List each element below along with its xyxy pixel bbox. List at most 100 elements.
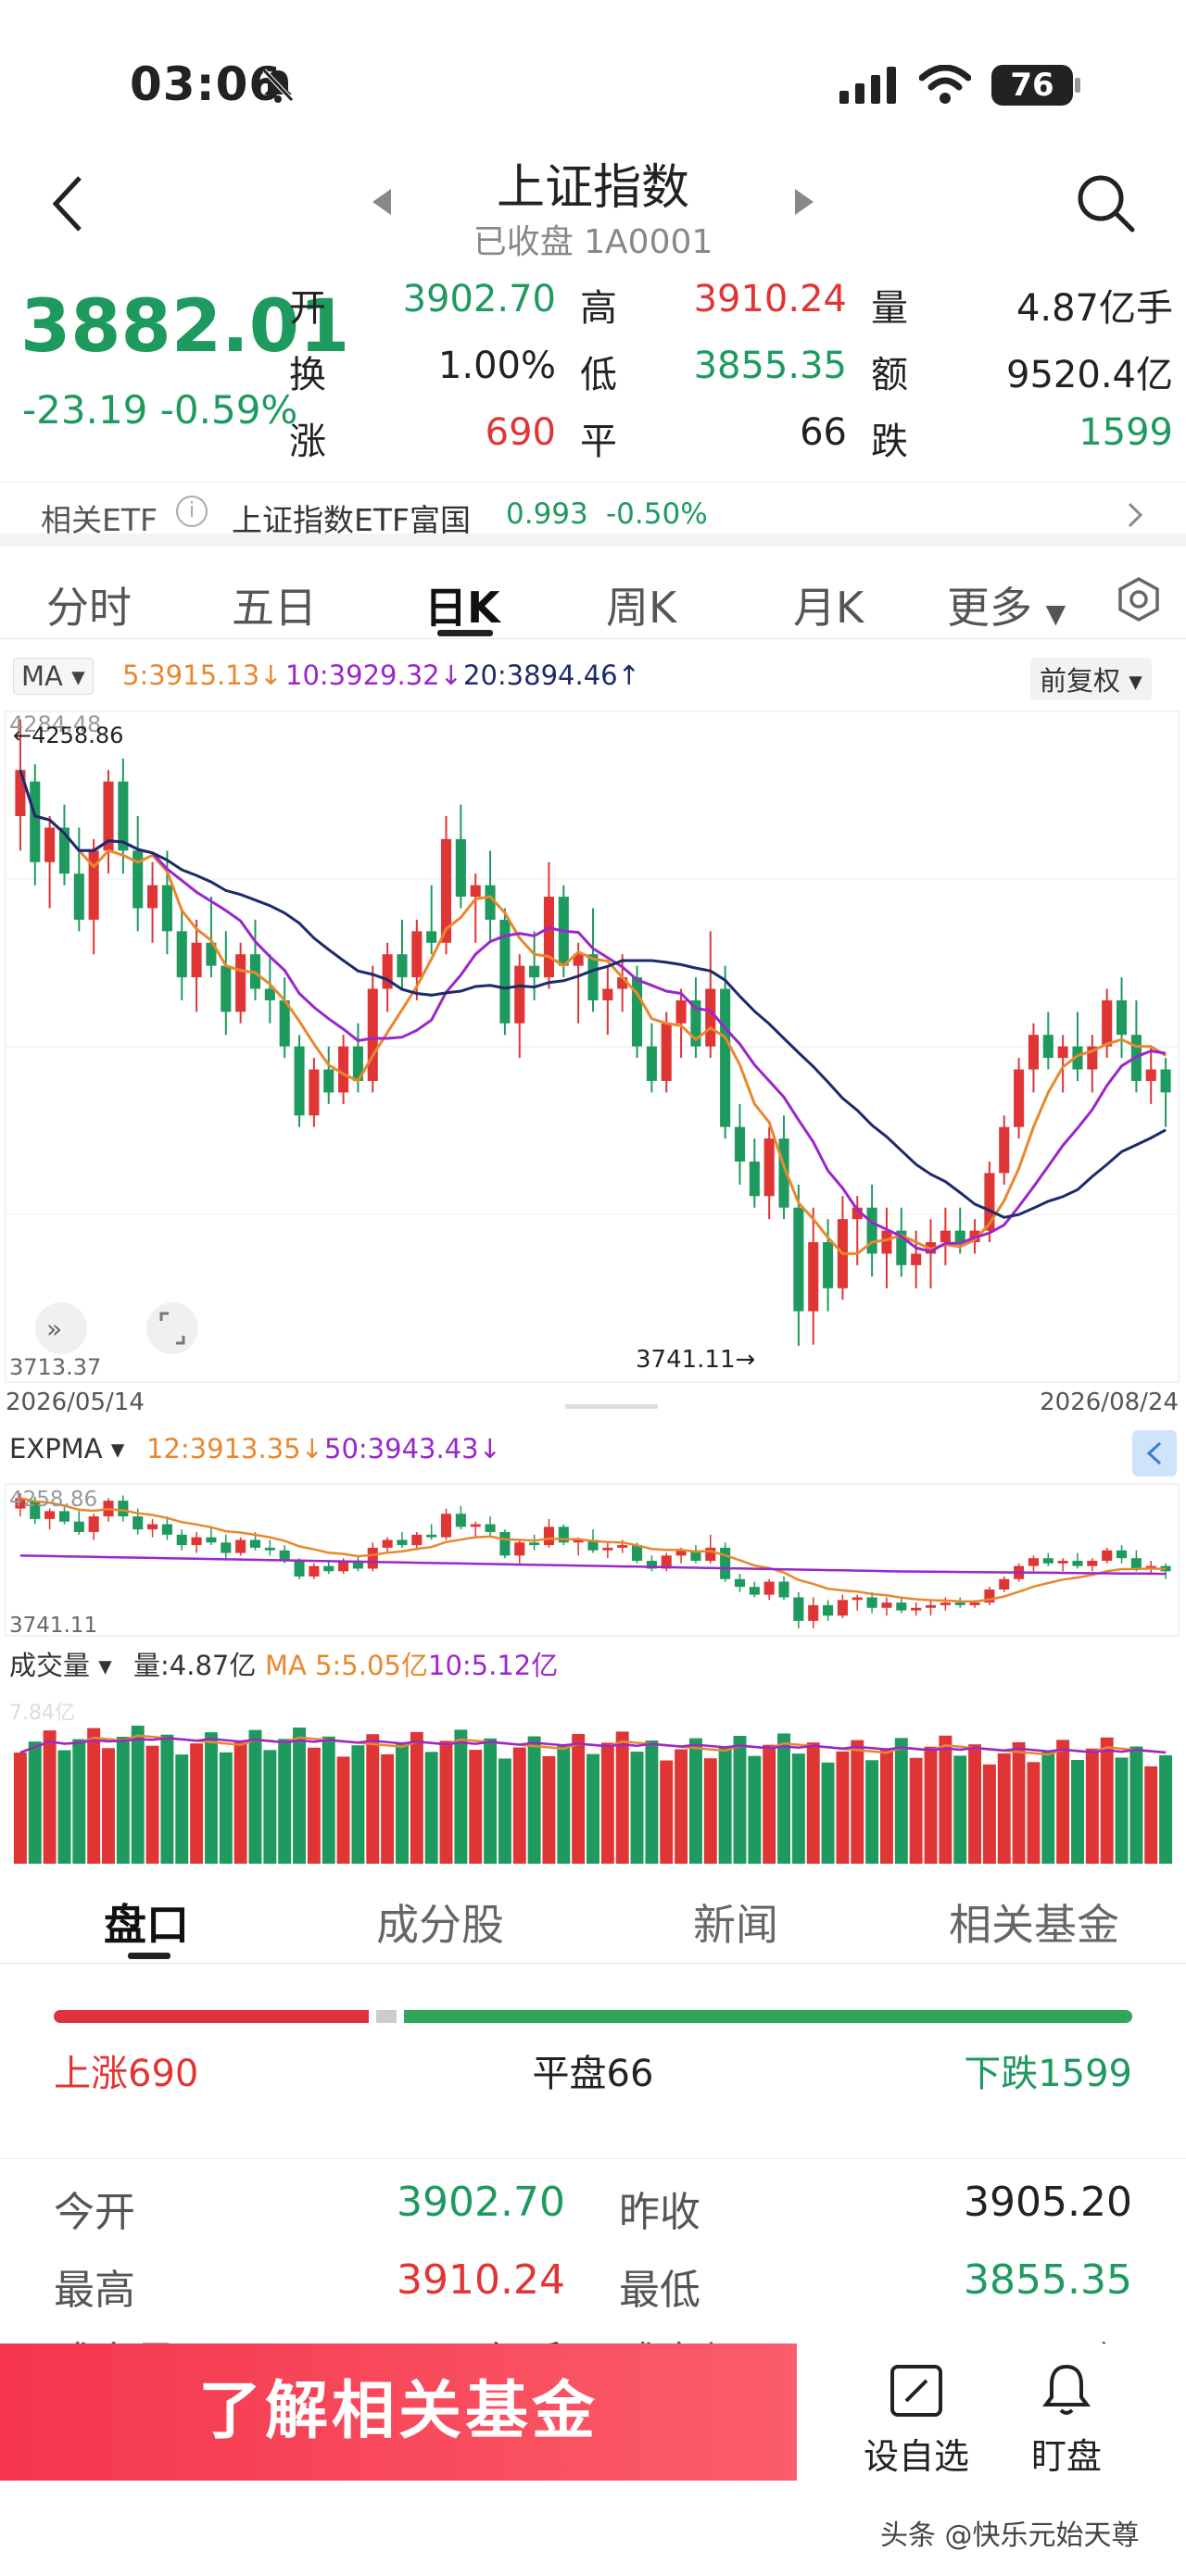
expma-candle: [161, 1524, 172, 1535]
page-title: 上证指数: [496, 160, 689, 216]
volume-bar: [190, 1743, 204, 1864]
candle: [73, 873, 84, 920]
expma-candle: [15, 1498, 26, 1509]
candle: [30, 781, 41, 862]
chart-settings-icon[interactable]: [1116, 576, 1162, 622]
chart-scrollbar[interactable]: [565, 1404, 658, 1409]
volume-bar: [439, 1740, 453, 1864]
candle: [661, 1023, 672, 1081]
high-label: 高: [580, 287, 617, 330]
volume-bar: [512, 1747, 526, 1864]
candle: [426, 931, 437, 943]
tab-daily-k[interactable]: 日K: [424, 583, 500, 633]
price-adjust-selector[interactable]: 前复权 ▾: [1030, 658, 1152, 700]
volume-bar: [278, 1739, 292, 1864]
tab-constituents[interactable]: 成分股: [376, 1900, 504, 1950]
tab-intraday[interactable]: 分时: [46, 583, 132, 633]
candle: [147, 885, 158, 909]
candlestick-chart[interactable]: 4284.48 ←4258.86 3741.11→ 3713.37 » 2026…: [0, 710, 1186, 1423]
volume-bar: [72, 1739, 86, 1864]
expma-candle: [1087, 1560, 1098, 1566]
tab-five-day[interactable]: 五日: [232, 583, 317, 633]
volume-bar: [924, 1746, 938, 1864]
expma-candle: [470, 1524, 481, 1527]
volume-bar: [542, 1755, 556, 1864]
status-time: 03:06: [130, 57, 283, 111]
candle: [793, 1207, 804, 1312]
expma-candle: [118, 1501, 129, 1517]
ma-selector[interactable]: MA ▾: [13, 658, 94, 695]
collapse-panel-button[interactable]: [1132, 1430, 1177, 1476]
expma-candle: [558, 1527, 569, 1543]
volume-selector[interactable]: 成交量 ▾: [9, 1650, 112, 1681]
expma-candle: [720, 1547, 731, 1579]
tab-order-book[interactable]: 盘口: [104, 1900, 189, 1950]
expma-candle: [44, 1511, 56, 1519]
tab-weekly-k[interactable]: 周K: [606, 583, 677, 633]
tab-more[interactable]: 更多 ▼: [947, 574, 1066, 635]
wifi-icon: [919, 65, 971, 104]
volume-chart[interactable]: 成交量 ▾ 量:4.87亿 MA 5:5.05亿 10:5.12亿 7.84亿: [0, 1645, 1186, 1867]
divider: [0, 2158, 1186, 2159]
candle: [529, 965, 540, 978]
expma-candle: [426, 1534, 437, 1538]
amount-value: 9520.4亿: [1006, 354, 1173, 396]
etf-name: 上证指数ETF富国: [232, 502, 471, 538]
tab-news[interactable]: 新闻: [693, 1900, 778, 1950]
volume-bar: [953, 1755, 967, 1864]
turnover-value: 1.00%: [437, 345, 556, 387]
candle: [763, 1138, 775, 1197]
prev-index-icon[interactable]: [371, 187, 393, 217]
expma-candle: [221, 1542, 232, 1553]
battery-icon: 76: [991, 65, 1073, 106]
back-chevron-icon[interactable]: [50, 174, 87, 233]
volume-bar: [748, 1755, 762, 1864]
expma-y-top: 4258.86: [9, 1488, 97, 1512]
advancers-value: 690: [485, 411, 556, 454]
volume-bar: [865, 1760, 879, 1864]
candle: [587, 954, 599, 1000]
volume-bar: [806, 1742, 820, 1864]
amount-label: 额: [871, 354, 908, 396]
candle: [455, 838, 466, 898]
stat-high-value: 3910.24: [397, 2256, 565, 2304]
volume-bar: [718, 1746, 732, 1864]
candle: [382, 954, 393, 989]
candle: [279, 999, 290, 1047]
stat-prev-value: 3905.20: [964, 2179, 1132, 2226]
candle: [88, 850, 99, 920]
add-watchlist-button[interactable]: 设自选: [856, 2362, 977, 2479]
breadth-flat-label: 平盘66: [532, 2053, 654, 2095]
expma-candle: [147, 1524, 158, 1530]
volume-bar: [116, 1737, 130, 1864]
expand-chart-button[interactable]: [35, 1302, 87, 1354]
volume-bar: [131, 1726, 145, 1864]
candle: [485, 885, 496, 920]
learn-funds-button[interactable]: 了解相关基金: [0, 2344, 797, 2481]
breadth-flat-bar: [376, 2010, 397, 2023]
volume-bar: [28, 1741, 42, 1864]
related-etf-row[interactable]: 相关ETF i 上证指数ETF富国 0.993 -0.50%: [0, 482, 1186, 547]
volume-bar: [645, 1740, 659, 1864]
expma-label[interactable]: EXPMA ▾: [9, 1433, 125, 1464]
candle: [896, 1230, 907, 1265]
expma-chart[interactable]: EXPMA ▾ 12:3913.35↓ 50:3943.43↓ 4258.86 …: [0, 1426, 1186, 1640]
volume-bar: [102, 1748, 115, 1864]
fullscreen-button[interactable]: [146, 1302, 198, 1354]
expma-candle: [440, 1514, 452, 1538]
next-index-icon[interactable]: [793, 187, 815, 217]
expma-candle: [940, 1602, 951, 1605]
expma-candle: [969, 1602, 980, 1605]
volume-bar: [1129, 1746, 1143, 1864]
chevron-right-icon: [1128, 502, 1143, 528]
candle: [631, 977, 643, 1047]
double-chevron-icon: »: [46, 1313, 62, 1344]
expma-candle: [206, 1537, 217, 1543]
candle: [646, 1046, 657, 1081]
search-icon[interactable]: [1075, 172, 1136, 233]
tab-related-funds[interactable]: 相关基金: [949, 1900, 1119, 1950]
candle: [1028, 1035, 1039, 1070]
watch-market-button[interactable]: 盯盘: [1006, 2362, 1127, 2479]
tab-monthly-k[interactable]: 月K: [793, 583, 864, 633]
info-icon[interactable]: i: [176, 496, 208, 527]
